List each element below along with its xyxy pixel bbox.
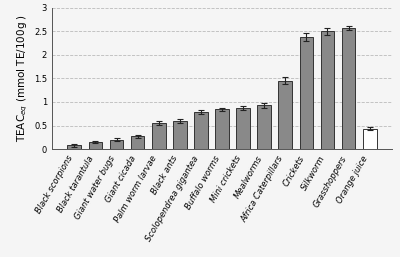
- Bar: [257, 105, 271, 149]
- Bar: [321, 31, 334, 149]
- Bar: [215, 109, 229, 149]
- Bar: [68, 145, 81, 149]
- Bar: [363, 129, 376, 149]
- Bar: [194, 112, 208, 149]
- Bar: [278, 81, 292, 149]
- Bar: [110, 140, 123, 149]
- Bar: [131, 136, 144, 149]
- Bar: [152, 123, 166, 149]
- Bar: [236, 108, 250, 149]
- Bar: [300, 37, 313, 149]
- Bar: [88, 142, 102, 149]
- Bar: [173, 121, 187, 149]
- Bar: [342, 28, 356, 149]
- Y-axis label: TEAC$_{eq}$ (mmol TE/100g ): TEAC$_{eq}$ (mmol TE/100g ): [16, 14, 30, 142]
